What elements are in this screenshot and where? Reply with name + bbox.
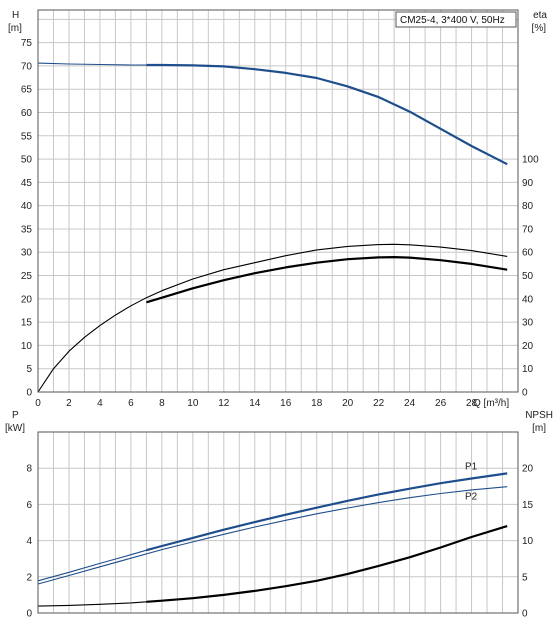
y-tick-label: 20 [21, 294, 33, 305]
y2-tick-label: 40 [522, 294, 534, 305]
series-line-npsh_thick [146, 525, 508, 603]
y-tick-label: 5 [26, 364, 32, 375]
y-axis-label-h: H [12, 10, 19, 21]
series-line-eta_thin [37, 243, 508, 393]
bottom-plot-frame [37, 431, 519, 614]
y2-tick-label: 20 [522, 341, 534, 352]
y-tick-label: 75 [21, 38, 33, 49]
x-tick-label: 24 [404, 398, 416, 409]
top-plot-frame [37, 9, 519, 393]
x-tick-label: 22 [373, 398, 385, 409]
y-tick-label: 70 [21, 61, 33, 72]
y2-axis-label-eta: eta [533, 10, 547, 21]
y2-tick-label: 80 [522, 201, 534, 212]
y-tick-label: 0 [26, 609, 32, 620]
series-line-p1_thick [146, 472, 508, 552]
y-tick-label: 2 [26, 572, 32, 583]
series-label-p1: P1 [465, 461, 478, 472]
y2-tick-label: 10 [522, 364, 534, 375]
series-line-p1_thin [37, 549, 147, 582]
power-npsh-panel: 0 2 4 6 8 0 5 10 15 20 P [kW] NPSH [m] P1 P2 [5, 410, 553, 620]
x-tick-label: 14 [249, 398, 261, 409]
y2-axis-label-npsh: NPSH [525, 410, 553, 421]
x-tick-label: 10 [187, 398, 199, 409]
y-tick-label: 65 [21, 85, 33, 96]
series-line-head_thick [146, 63, 508, 166]
y2-axis-unit-percent: [%] [532, 23, 547, 34]
y-axis-unit-m: [m] [8, 23, 22, 34]
top-ticks: 0510152025303540455055606570750102030405… [21, 38, 539, 409]
x-tick-label: 2 [66, 398, 72, 409]
series-label-p2: P2 [465, 492, 478, 503]
y2-tick-label: 10 [522, 536, 534, 547]
y-tick-label: 35 [21, 224, 33, 235]
series-line-eta_thick [146, 256, 508, 304]
y2-tick-label: 15 [522, 500, 534, 511]
x-axis-label-q: Q [m³/h] [473, 398, 509, 409]
y2-tick-label: 100 [522, 155, 539, 166]
y-axis-label-p: P [12, 410, 19, 421]
y-tick-label: 4 [26, 536, 32, 547]
x-tick-label: 16 [280, 398, 292, 409]
y2-tick-label: 90 [522, 178, 534, 189]
y-tick-label: 15 [21, 318, 33, 329]
y-tick-label: 25 [21, 271, 33, 282]
x-tick-label: 28 [466, 398, 478, 409]
y2-axis-unit-m: [m] [532, 423, 546, 434]
chart-title: CM25-4, 3*400 V, 50Hz [400, 15, 505, 26]
y-tick-label: 0 [26, 388, 32, 399]
y2-tick-label: 60 [522, 248, 534, 259]
bottom-ticks: 0 2 4 6 8 0 5 10 15 20 [26, 464, 533, 620]
x-tick-label: 4 [97, 398, 103, 409]
y-tick-label: 10 [21, 341, 33, 352]
title-frame [395, 11, 517, 28]
y2-tick-label: 0 [522, 609, 528, 620]
x-tick-label: 18 [311, 398, 323, 409]
y-tick-label: 50 [21, 155, 33, 166]
x-tick-label: 6 [128, 398, 134, 409]
y-axis-unit-kw: [kW] [5, 423, 25, 434]
y-tick-label: 6 [26, 500, 32, 511]
series-line-npsh_thin [37, 601, 147, 607]
y-tick-label: 45 [21, 178, 33, 189]
y-tick-label: 8 [26, 464, 32, 475]
y2-tick-label: 5 [522, 572, 528, 583]
x-tick-label: 20 [342, 398, 354, 409]
chart-title-box: CM25-4, 3*400 V, 50Hz [395, 11, 517, 28]
series-line-p2 [37, 486, 508, 585]
x-tick-label: 26 [435, 398, 447, 409]
y2-tick-label: 30 [522, 318, 534, 329]
y2-tick-label: 20 [522, 464, 534, 475]
x-tick-label: 0 [35, 398, 41, 409]
y-tick-label: 60 [21, 108, 33, 119]
y2-tick-label: 70 [522, 224, 534, 235]
bottom-series [37, 472, 508, 607]
top-grid [37, 10, 518, 393]
y-tick-label: 55 [21, 131, 33, 142]
y2-tick-label: 50 [522, 271, 534, 282]
y2-tick-label: 0 [522, 388, 528, 399]
series-line-head_thin [37, 62, 147, 66]
y-tick-label: 40 [21, 201, 33, 212]
y-tick-label: 30 [21, 248, 33, 259]
x-tick-label: 8 [159, 398, 165, 409]
x-tick-label: 12 [218, 398, 230, 409]
top-series [37, 62, 508, 393]
head-efficiency-panel: 0510152025303540455055606570750102030405… [8, 9, 547, 409]
